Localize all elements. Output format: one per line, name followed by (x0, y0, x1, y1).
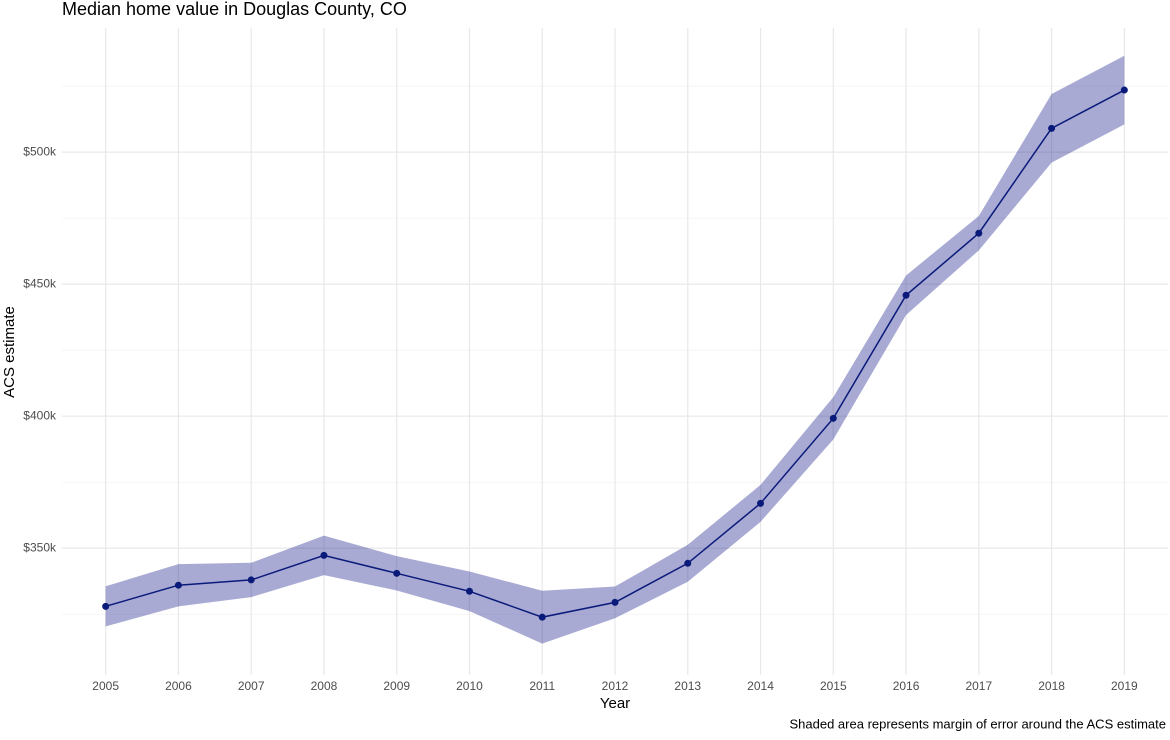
y-tick-label: $350k (23, 540, 57, 554)
x-tick-label: 2006 (165, 679, 192, 693)
point (538, 613, 546, 621)
x-tick-label: 2013 (674, 679, 701, 693)
point (393, 569, 401, 577)
point (975, 229, 983, 237)
point (102, 602, 110, 610)
point (1120, 86, 1128, 94)
x-tick-label: 2014 (747, 679, 774, 693)
point (611, 598, 619, 606)
x-tick-label: 2009 (383, 679, 410, 693)
error-band (105, 55, 1125, 644)
x-tick-label: 2007 (238, 679, 265, 693)
x-tick-label: 2019 (1111, 679, 1138, 693)
x-axis-label: Year (600, 695, 630, 712)
point (829, 414, 837, 422)
point (247, 576, 255, 584)
caption: Shaded area represents margin of error a… (790, 716, 1167, 731)
x-tick-label: 2018 (1038, 679, 1065, 693)
point (465, 587, 473, 595)
x-tick-label: 2015 (820, 679, 847, 693)
point (320, 551, 328, 559)
y-tick-label: $400k (23, 408, 57, 422)
y-tick-label: $500k (23, 144, 57, 158)
point (757, 499, 765, 507)
chart-title: Median home value in Douglas County, CO (62, 0, 407, 19)
x-tick-label: 2012 (602, 679, 629, 693)
x-tick-label: 2008 (311, 679, 338, 693)
x-tick-label: 2016 (893, 679, 920, 693)
point (902, 291, 910, 299)
point (1048, 124, 1056, 132)
y-tick-label: $450k (23, 276, 57, 290)
point (684, 559, 692, 567)
x-tick-label: 2005 (92, 679, 119, 693)
point (174, 581, 182, 589)
y-axis-label: ACS estimate (1, 306, 18, 398)
x-tick-label: 2010 (456, 679, 483, 693)
x-tick-label: 2017 (965, 679, 992, 693)
x-tick-label: 2011 (529, 679, 555, 693)
